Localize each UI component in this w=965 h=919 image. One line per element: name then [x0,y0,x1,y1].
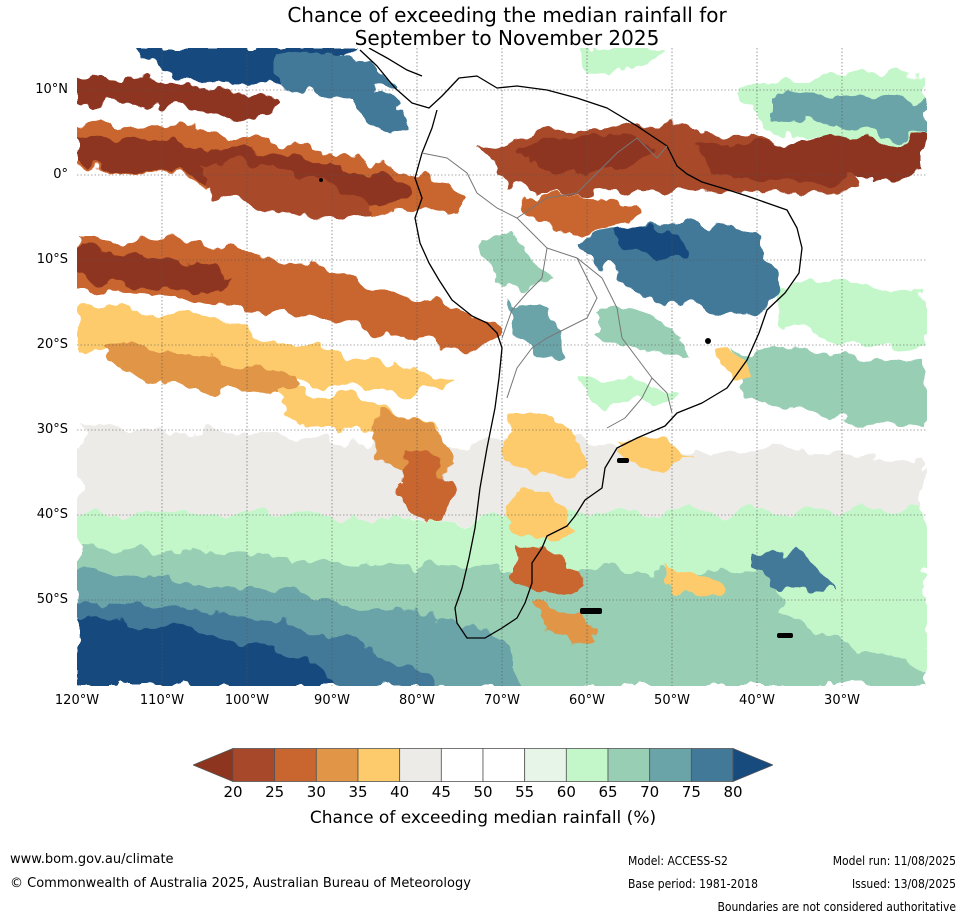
lon-label: 90°W [314,693,350,708]
issued-date: Issued: 13/08/2025 [851,877,956,891]
colorbar-tick-label: 40 [390,783,410,801]
colorbar-bin [232,748,276,782]
colorbar-tick-label: 50 [473,783,493,801]
colorbar-bin [482,748,526,782]
model-run-date: Model run: 11/08/2025 [832,854,956,868]
colorbar-title: Chance of exceeding median rainfall (%) [309,808,657,828]
probability-field [77,48,927,686]
colorbar-tick-label: 55 [515,783,535,801]
colorbar-tick-label: 25 [265,783,285,801]
colorbar-tick-label: 60 [556,783,576,801]
colorbar-bin [440,748,484,782]
islands [319,178,793,638]
colorbar-bin [607,748,651,782]
map-canvas [77,48,927,686]
lon-label: 80°W [399,693,435,708]
colorbar-tick-label: 20 [223,783,243,801]
map-title: Chance of exceeding the median rainfall … [0,4,965,50]
lat-label: 20°S [36,337,68,352]
disclaimer-text: Boundaries are not considered authoritat… [717,900,956,914]
colorbar-extend-high [732,748,773,782]
colorbar-bin [649,748,692,782]
lon-label: 100°W [224,693,270,708]
lon-label: 120°W [54,693,100,708]
colorbar-tick-label: 30 [306,783,326,801]
website-link[interactable]: www.bom.gov.au/climate [10,852,174,867]
colorbar-tick-label: 70 [640,783,660,801]
title-line-2: September to November 2025 [354,26,660,50]
lat-label: 40°S [36,507,68,522]
model-name: Model: ACCESS-S2 [628,854,728,868]
lat-label: 10°N [35,82,68,97]
lon-label: 60°W [569,693,605,708]
colorbar-bin [690,748,734,782]
title-line-1: Chance of exceeding the median rainfall … [287,3,727,27]
lat-label: 30°S [36,422,68,437]
colorbar-tick-label: 80 [723,783,743,801]
lon-label: 70°W [484,693,520,708]
colorbar-bin [399,748,442,782]
colorbar-bin [274,748,317,782]
colorbar-tick-label: 45 [431,783,451,801]
lat-label: 0° [53,167,68,182]
colorbar-bin [565,748,609,782]
colorbar-tick-label: 35 [348,783,368,801]
graticule [77,48,927,686]
lon-label: 50°W [654,693,690,708]
base-period: Base period: 1981-2018 [628,877,759,891]
central-america-coast [368,48,423,77]
colorbar-tick-label: 75 [681,783,701,801]
country-borders [421,137,673,429]
colorbar-tick-label: 65 [598,783,618,801]
colorbar-bin [357,748,401,782]
colorbar [193,748,773,782]
rainfall-map [77,48,927,686]
colorbar-bin [315,748,359,782]
lon-label: 40°W [739,693,775,708]
colorbar-extend-low [193,748,234,782]
copyright-text: © Commonwealth of Australia 2025, Austra… [10,876,471,891]
lon-label: 110°W [139,693,185,708]
lat-label: 10°S [36,252,68,267]
lon-label: 30°W [824,693,860,708]
colorbar-bin [524,748,567,782]
lat-label: 50°S [36,592,68,607]
south-america-coastline [359,49,803,639]
